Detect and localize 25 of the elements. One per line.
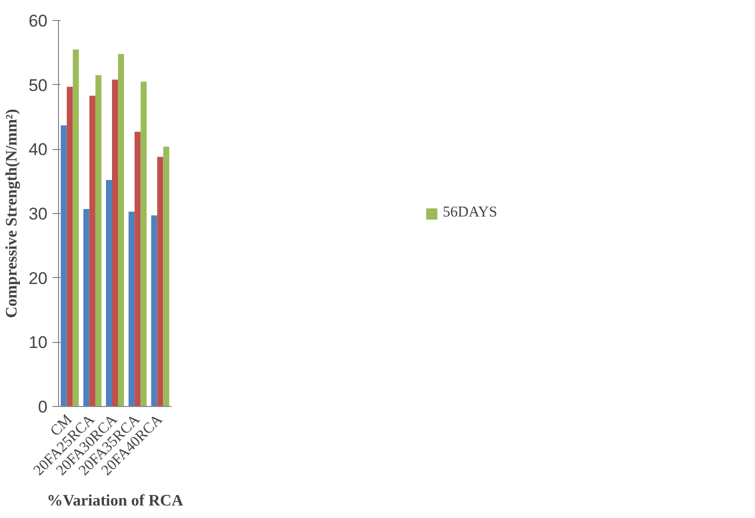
bar — [140, 82, 147, 406]
bar — [89, 96, 96, 406]
bar — [128, 212, 135, 406]
bar — [72, 49, 79, 406]
legend-label: 56DAYS — [442, 204, 498, 222]
y-tick-label: 60 — [28, 12, 48, 30]
bar — [112, 80, 118, 406]
y-tick-label: 10 — [28, 333, 48, 352]
bar — [134, 132, 141, 406]
bar — [66, 86, 73, 406]
y-tick-label: 40 — [28, 140, 48, 160]
bar — [118, 54, 124, 406]
bar — [60, 125, 67, 406]
bar — [106, 180, 112, 406]
y-tick-label: 50 — [28, 76, 48, 95]
bar — [157, 156, 164, 406]
bar — [83, 208, 90, 406]
x-axis-title: %Variation of RCA — [46, 492, 184, 510]
y-tick-label: 30 — [28, 204, 48, 224]
bar — [95, 75, 102, 406]
y-tick-label: 0 — [38, 398, 48, 416]
y-axis-title: Compressive Strength(N/mm²) — [4, 108, 21, 318]
y-tick-label: 20 — [28, 268, 48, 288]
bar — [163, 146, 170, 406]
bar — [151, 215, 158, 406]
